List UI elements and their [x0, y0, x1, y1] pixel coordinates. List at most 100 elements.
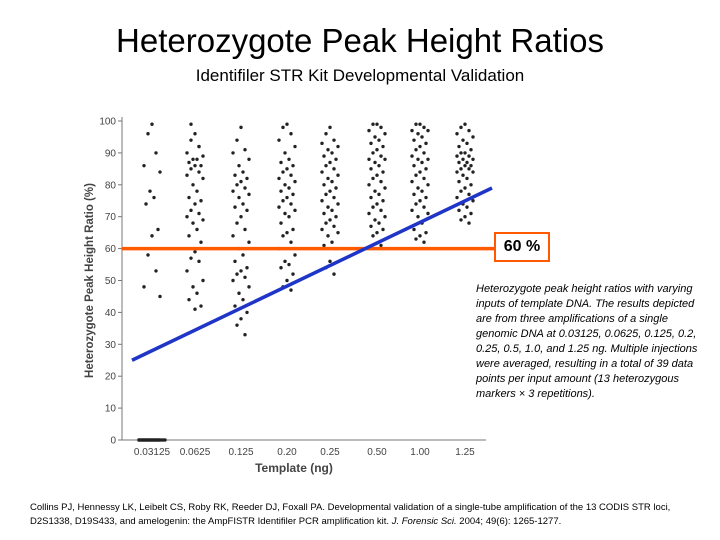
data-point	[418, 170, 422, 174]
data-point	[467, 128, 471, 133]
data-point	[146, 253, 150, 257]
data-point	[289, 288, 293, 292]
data-point	[231, 278, 235, 283]
data-point	[422, 125, 426, 130]
data-point	[369, 167, 373, 171]
data-point	[247, 285, 251, 289]
data-point	[201, 278, 205, 283]
y-tick-label: 0	[110, 436, 116, 447]
data-point	[189, 122, 193, 126]
y-tick-label: 70	[105, 212, 117, 223]
data-point	[326, 148, 330, 152]
data-point	[420, 160, 424, 165]
data-point	[233, 259, 237, 264]
x-tick-label: 0.125	[228, 447, 253, 458]
data-point	[185, 151, 189, 155]
citation-details: 2004; 49(6): 1265-1277.	[459, 516, 562, 527]
data-point	[191, 285, 195, 289]
data-point	[332, 195, 336, 200]
data-point	[377, 163, 381, 168]
data-point	[201, 176, 205, 181]
data-point	[195, 157, 199, 161]
data-point	[235, 221, 239, 225]
data-point	[235, 272, 239, 276]
data-point	[243, 333, 247, 337]
data-point	[293, 179, 297, 184]
data-point	[367, 183, 371, 187]
data-point	[142, 285, 146, 289]
data-point	[324, 132, 328, 136]
data-point	[463, 151, 467, 155]
data-point	[418, 199, 422, 203]
data-point	[455, 195, 459, 200]
data-point	[247, 157, 251, 161]
x-tick-label: 0.25	[320, 447, 340, 458]
data-point	[199, 240, 203, 244]
data-point	[243, 148, 247, 152]
data-point	[289, 240, 293, 244]
data-point	[283, 151, 287, 155]
data-point	[158, 294, 162, 299]
data-point	[459, 218, 463, 222]
data-point	[195, 189, 199, 193]
data-point	[320, 199, 324, 203]
data-point	[199, 304, 203, 308]
data-point	[379, 243, 383, 248]
y-tick-label: 50	[105, 276, 117, 287]
data-point	[377, 138, 381, 142]
y-tick-label: 80	[105, 180, 117, 191]
data-point	[467, 154, 471, 158]
data-point	[328, 125, 332, 130]
x-axis-label: Template (ng)	[255, 461, 333, 475]
data-point	[426, 211, 430, 216]
data-point	[237, 291, 241, 295]
data-point	[195, 227, 199, 232]
data-point	[189, 256, 193, 260]
data-point	[373, 189, 377, 193]
data-point	[455, 154, 459, 158]
data-point	[285, 195, 289, 200]
data-point	[371, 234, 375, 238]
data-point	[289, 132, 293, 136]
threshold-callout: 60 %	[494, 232, 550, 262]
data-point	[330, 240, 334, 244]
data-point	[245, 208, 249, 213]
data-point	[158, 170, 162, 174]
data-point	[367, 157, 371, 161]
data-point	[285, 230, 289, 235]
data-point	[328, 259, 332, 264]
data-point	[191, 183, 195, 187]
data-point	[185, 269, 189, 273]
data-point	[336, 144, 340, 149]
data-point	[426, 183, 430, 187]
data-point	[283, 183, 287, 187]
data-point	[463, 186, 467, 190]
x-tick-label: 0.0625	[180, 447, 211, 458]
data-point	[426, 128, 430, 133]
data-point	[461, 157, 465, 161]
trend-line	[131, 186, 493, 362]
data-point	[285, 122, 289, 126]
data-point	[291, 227, 295, 232]
data-point	[469, 148, 473, 152]
data-point	[193, 132, 197, 136]
data-point	[243, 275, 247, 280]
data-point	[414, 122, 418, 126]
data-point	[195, 291, 199, 295]
data-point	[375, 173, 379, 177]
data-point	[371, 151, 375, 155]
data-point	[287, 215, 291, 219]
data-point	[381, 227, 385, 232]
data-point	[332, 167, 336, 171]
data-point	[235, 138, 239, 142]
data-point	[245, 176, 249, 181]
data-point	[237, 195, 241, 200]
data-point	[463, 163, 467, 168]
data-point	[281, 125, 285, 130]
data-point	[377, 192, 381, 197]
x-tick-label: 0.20	[277, 447, 297, 458]
data-point	[457, 179, 461, 184]
data-point	[418, 122, 422, 126]
figure-caption: Heterozygote peak height ratios with var…	[476, 283, 698, 400]
